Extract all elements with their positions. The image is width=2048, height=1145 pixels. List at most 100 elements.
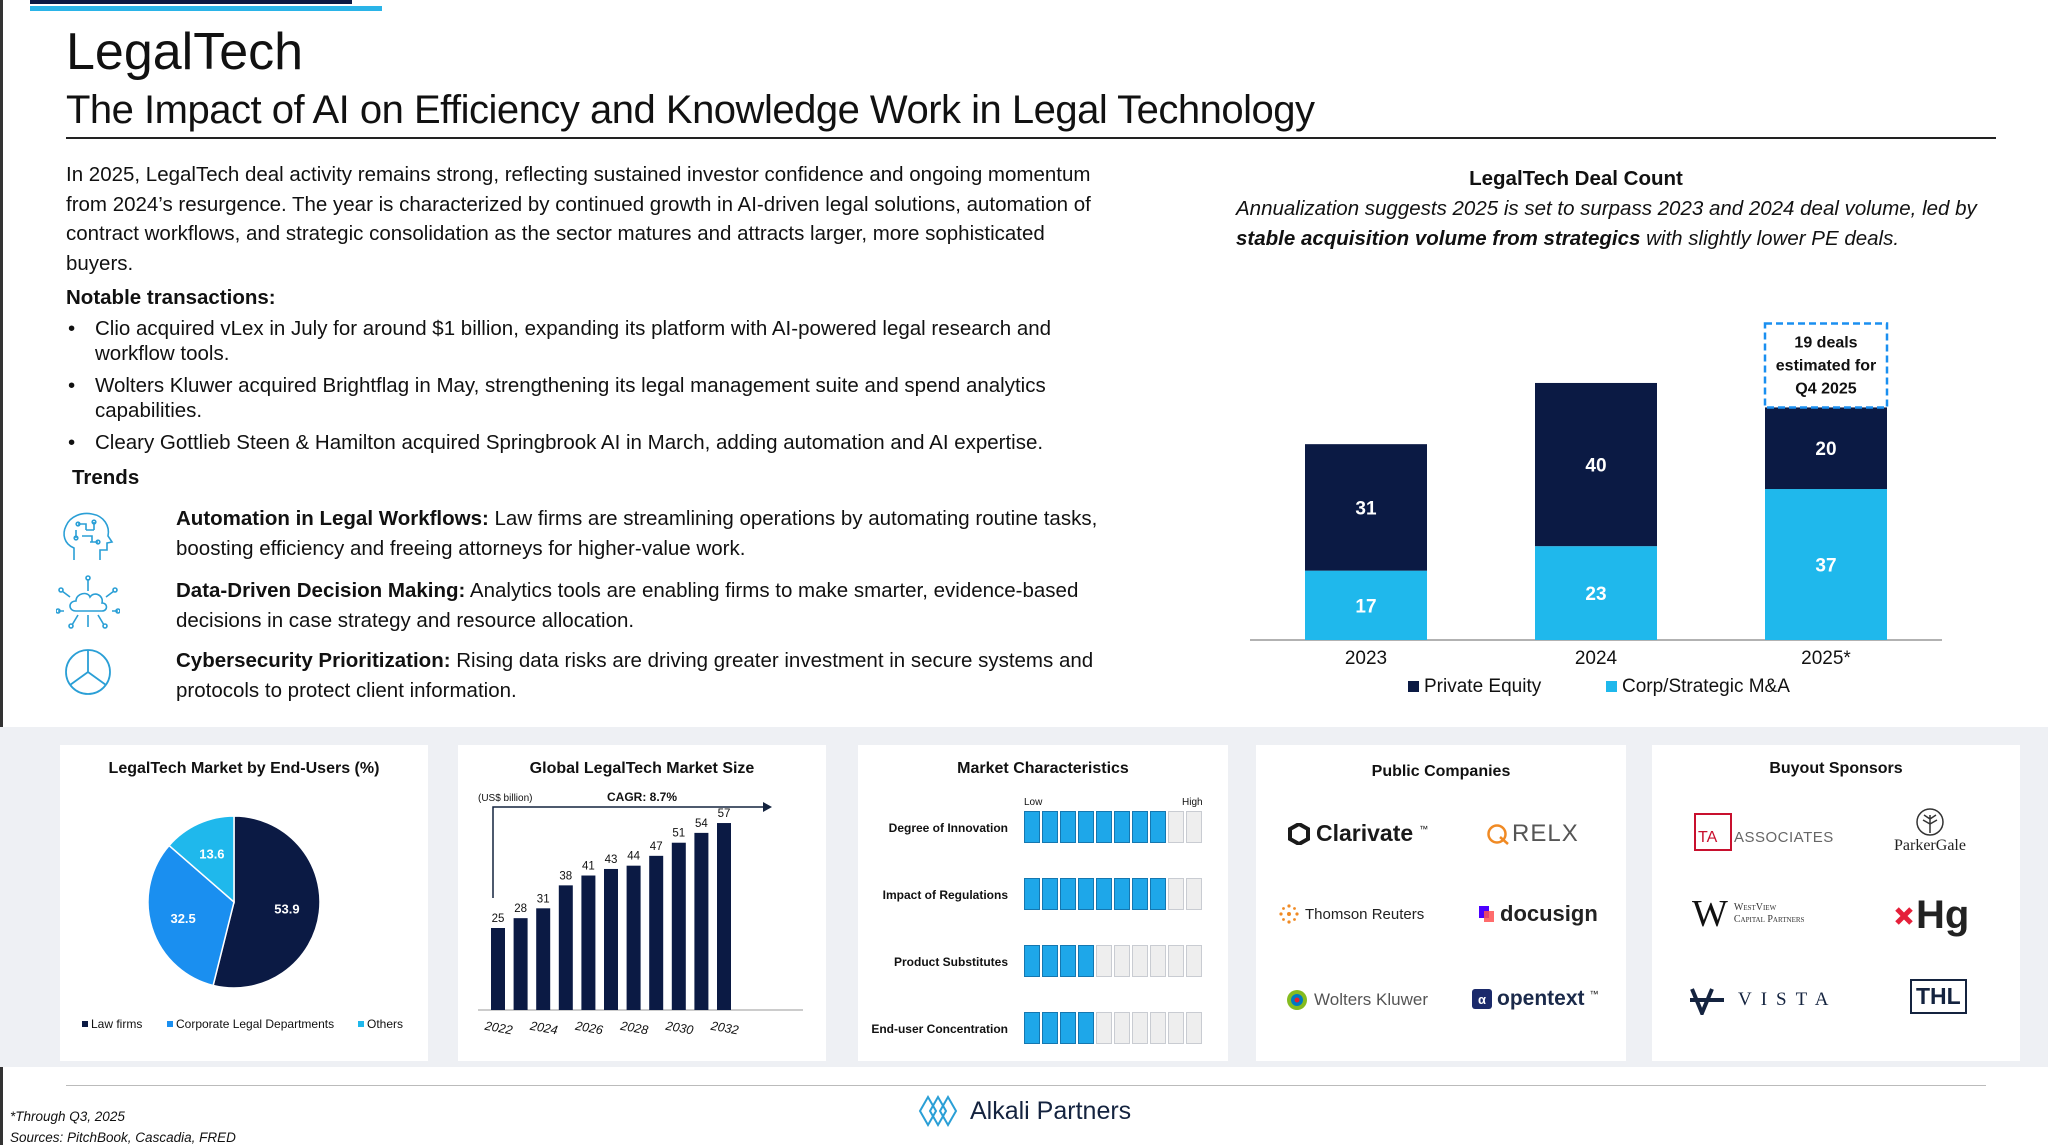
level-cell bbox=[1132, 945, 1148, 977]
data-label: 41 bbox=[582, 861, 595, 873]
level-cell bbox=[1186, 878, 1202, 910]
buyout-sponsors-card: Buyout Sponsors TA ASSOCIATES ParkerGale… bbox=[1652, 745, 2020, 1061]
vista-mark-icon bbox=[1690, 988, 1724, 1015]
docusign-mark-icon bbox=[1479, 906, 1494, 922]
cagr-arrowhead bbox=[763, 802, 772, 812]
market-size-title: Global LegalTech Market Size bbox=[529, 760, 755, 777]
data-label: 40 bbox=[1585, 456, 1606, 477]
market-characteristics-title: Market Characteristics bbox=[957, 760, 1129, 777]
level-cell bbox=[1024, 1012, 1040, 1044]
bar bbox=[491, 928, 505, 1010]
legend-label: Private Equity bbox=[1424, 676, 1542, 697]
public-companies-title: Public Companies bbox=[1371, 763, 1511, 780]
characteristic-label: Product Substitutes bbox=[893, 955, 1008, 969]
market-size-chart: (US$ billion) CAGR: 8.7% 25 2022 28 31 2024 38 4… bbox=[478, 790, 803, 1038]
end-users-title: LegalTech Market by End-Users (%) bbox=[108, 760, 380, 777]
trend-title: Automation in Legal Workflows: bbox=[176, 507, 489, 530]
characteristic-level-bar bbox=[1024, 1012, 1202, 1044]
level-cell bbox=[1060, 878, 1076, 910]
market-size-card: Global LegalTech Market Size (US$ billio… bbox=[458, 745, 826, 1061]
estimate-label: estimated for bbox=[1776, 357, 1876, 374]
bar bbox=[536, 908, 551, 1010]
opentext-mark-icon: α bbox=[1472, 989, 1492, 1009]
x-tick-label: 2026 bbox=[573, 1019, 604, 1038]
level-cell bbox=[1150, 945, 1166, 977]
westview-logo: W WestView Capital Partners bbox=[1692, 895, 1804, 933]
alkali-logo-icon bbox=[918, 1094, 958, 1128]
pie-slice bbox=[147, 844, 235, 987]
trend-text: Analytics tools are enabling firms to ma… bbox=[176, 579, 1079, 632]
pie-label: 13.6 bbox=[199, 846, 224, 861]
ta-associates-logo: TA ASSOCIATES bbox=[1694, 813, 1834, 851]
trademark-sign: ™ bbox=[1419, 823, 1429, 834]
data-label: 38 bbox=[559, 870, 572, 882]
pie-slice bbox=[168, 815, 235, 904]
bar bbox=[604, 868, 618, 1010]
footnote-through: *Through Q3, 2025 bbox=[10, 1109, 125, 1124]
level-cell bbox=[1042, 1012, 1058, 1044]
level-cell bbox=[1114, 945, 1130, 977]
data-label: 51 bbox=[672, 828, 685, 840]
ta-associates-name: ASSOCIATES bbox=[1734, 828, 1834, 846]
clarivate-logo: Clarivate ™ bbox=[1288, 820, 1428, 847]
trends-heading: Trends bbox=[72, 466, 140, 489]
buyout-sponsors-title: Buyout Sponsors bbox=[1769, 760, 1903, 777]
end-users-pie-chart: 53.9 32.5 13.6 Law firms Corporate Legal Dep… bbox=[82, 815, 403, 1031]
hg-logo: Hg bbox=[1894, 893, 1969, 938]
deal-count-chart: 17 31 2023 23 40 2024 37 20 19 deals estimated fo… bbox=[1250, 322, 1942, 697]
header-accent-light bbox=[30, 6, 382, 11]
pie-slice bbox=[212, 815, 321, 989]
level-cell bbox=[1024, 945, 1040, 977]
x-tick-label: 2022 bbox=[483, 1019, 514, 1038]
opentext-name: opentext bbox=[1497, 987, 1585, 1010]
level-cell bbox=[1114, 878, 1130, 910]
bar bbox=[671, 842, 686, 1010]
data-label: 31 bbox=[1355, 498, 1377, 519]
characteristic-level-bar bbox=[1024, 878, 1202, 910]
pie-label: 53.9 bbox=[274, 902, 299, 917]
x-tick-label: 2024 bbox=[1575, 648, 1618, 669]
deal-count-subtitle-text: with slightly lower PE deals. bbox=[1640, 227, 1900, 250]
unit-label: (US$ billion) bbox=[478, 793, 532, 804]
page-title: LegalTech bbox=[66, 23, 304, 81]
level-cell bbox=[1114, 811, 1130, 843]
pie-label: 32.5 bbox=[170, 911, 195, 926]
notable-list: Clio acquired vLex in July for around $1… bbox=[66, 316, 1126, 462]
level-cell bbox=[1132, 1012, 1148, 1044]
level-cell bbox=[1132, 811, 1148, 843]
deal-count-subtitle: Annualization suggests 2025 is set to su… bbox=[1236, 194, 1996, 254]
parkergale-name: ParkerGale bbox=[1894, 837, 1966, 854]
estimate-label: 19 deals bbox=[1794, 334, 1857, 351]
level-cell bbox=[1150, 811, 1166, 843]
level-cell bbox=[1078, 945, 1094, 977]
trend-title: Data-Driven Decision Making: bbox=[176, 579, 466, 602]
level-cell bbox=[1168, 811, 1184, 843]
public-companies-card: Public Companies Clarivate ™ RELX Thomson… bbox=[1256, 745, 1626, 1061]
hg-cross-icon bbox=[1895, 906, 1913, 925]
header-accent-dark bbox=[30, 0, 352, 4]
x-tick-label: 2032 bbox=[709, 1019, 740, 1038]
vista-logo: VISTA bbox=[1690, 985, 1837, 1015]
level-cell bbox=[1168, 878, 1184, 910]
wolters-kluwer-mark-icon bbox=[1287, 990, 1307, 1010]
level-cell bbox=[1096, 945, 1112, 977]
bar-segment bbox=[1535, 382, 1657, 547]
ta-mark: TA bbox=[1698, 829, 1718, 846]
footer-divider bbox=[66, 1085, 1986, 1086]
thomson-reuters-mark-icon bbox=[1279, 904, 1299, 924]
level-cell bbox=[1060, 945, 1076, 977]
characteristic-label: Impact of Regulations bbox=[882, 888, 1008, 902]
westview-mark: W bbox=[1692, 893, 1728, 935]
level-cell bbox=[1150, 878, 1166, 910]
notable-item: Clio acquired vLex in July for around $1… bbox=[66, 316, 1126, 366]
ta-box: TA bbox=[1694, 813, 1732, 851]
characteristic-level-bar bbox=[1024, 945, 1202, 977]
legend-swatch bbox=[167, 1021, 173, 1027]
docusign-logo: docusign bbox=[1478, 901, 1598, 927]
parkergale-tree-icon bbox=[1916, 808, 1944, 836]
x-tick-label: 2030 bbox=[664, 1019, 695, 1038]
bar bbox=[513, 918, 528, 1010]
level-cell bbox=[1078, 811, 1094, 843]
page-left-border bbox=[0, 0, 3, 1145]
legend-label: Others bbox=[367, 1017, 403, 1031]
